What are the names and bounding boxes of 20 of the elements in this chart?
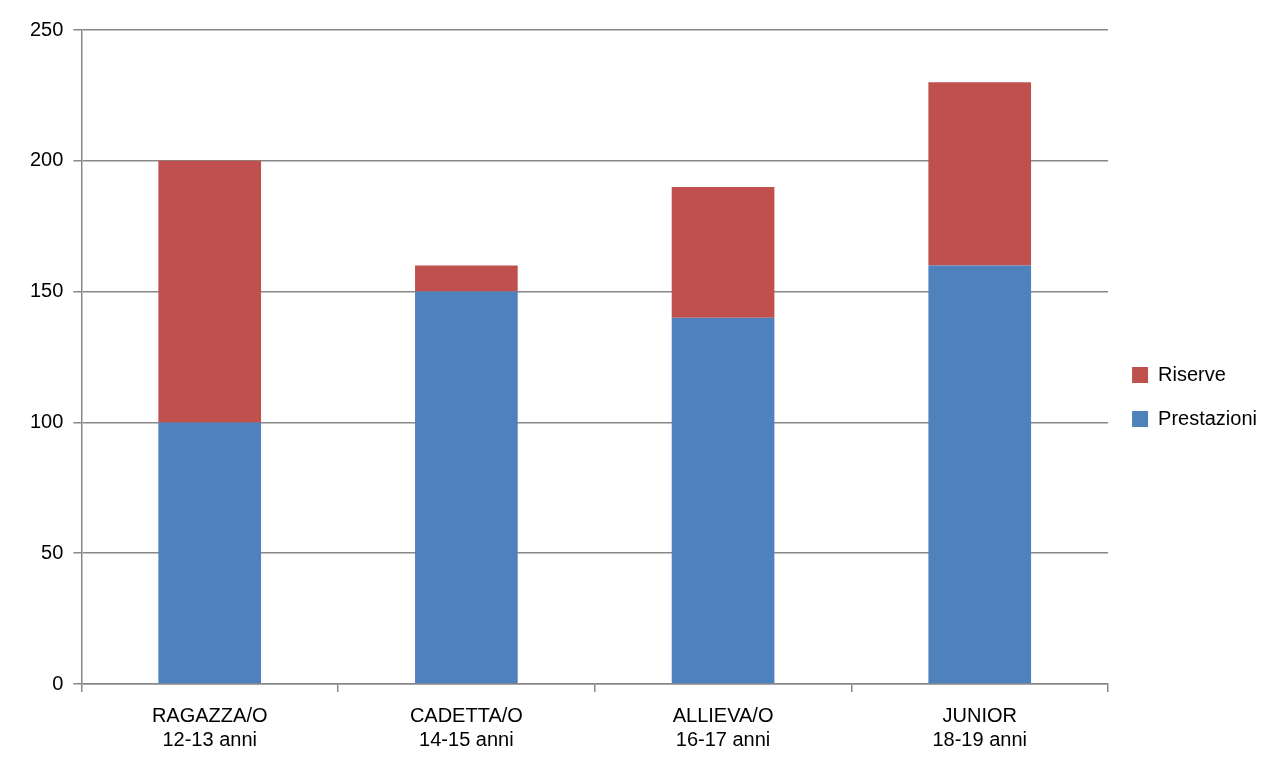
y-tick-label: 250 xyxy=(29,17,64,40)
bar xyxy=(928,82,1032,266)
bar xyxy=(158,160,262,423)
x-tick-label: ALLIEVA/O 16-17 anni xyxy=(672,703,774,750)
y-tick-label: 200 xyxy=(29,148,64,171)
bar xyxy=(671,186,775,318)
x-tick-label: JUNIOR 18-19 anni xyxy=(932,703,1027,750)
x-tick-label: RAGAZZA/O 12-13 anni xyxy=(151,703,268,750)
y-tick-label: 50 xyxy=(41,540,64,563)
bar xyxy=(671,317,775,684)
bar xyxy=(415,291,518,684)
y-tick-label: 150 xyxy=(29,279,64,302)
legend-label: Riserve xyxy=(1158,362,1226,385)
bar xyxy=(158,422,262,684)
legend-label: Prestazioni xyxy=(1158,406,1257,429)
y-tick-label: 100 xyxy=(29,409,64,432)
x-tick-label: CADETTA/O 14-15 anni xyxy=(409,703,523,750)
bar xyxy=(928,265,1032,684)
y-tick-label: 0 xyxy=(52,671,64,694)
bar xyxy=(415,265,518,292)
